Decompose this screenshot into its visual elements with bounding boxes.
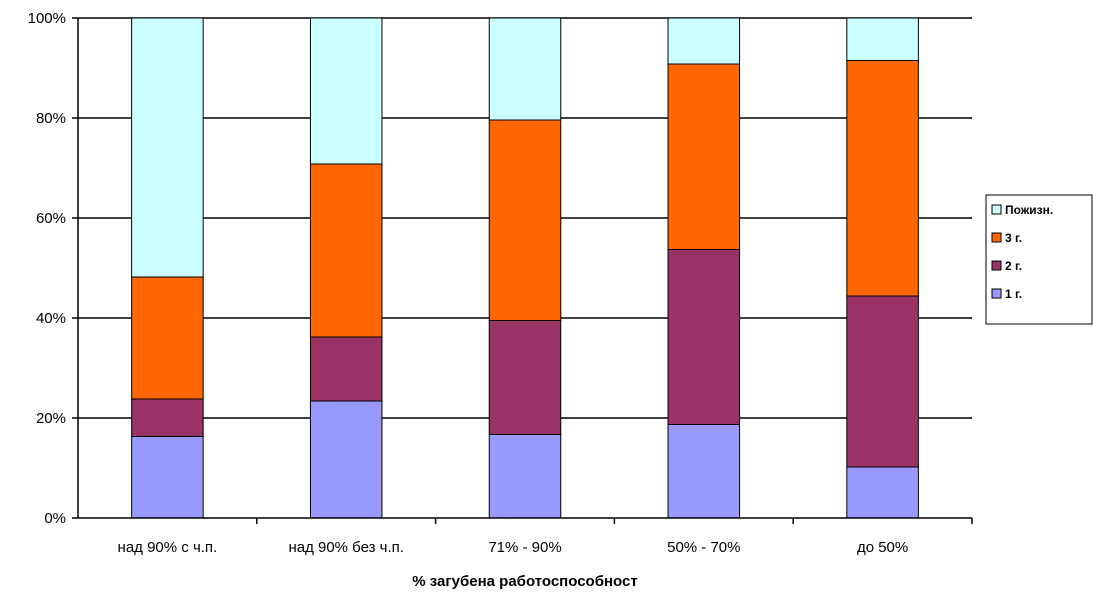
bar-segment: [667, 63, 741, 250]
y-tick-label: 60%: [36, 210, 66, 227]
bars: [131, 17, 919, 519]
x-axis-title: % загубена работоспособност: [412, 573, 637, 590]
bar-segment: [846, 17, 919, 61]
x-category-label: до 50%: [857, 539, 908, 556]
bar-segment: [131, 436, 204, 519]
legend-label: 1 г.: [1005, 287, 1022, 301]
bar-segment: [309, 17, 383, 165]
legend: Пожизн. 3 г. 2 г. 1 г.: [985, 194, 1093, 325]
bar-segment: [488, 320, 562, 435]
y-tick-label: 80%: [36, 110, 66, 127]
legend-swatch: [991, 204, 1002, 215]
legend-box: [985, 194, 1093, 325]
x-category-label: над 90% без ч.п.: [288, 539, 404, 556]
x-category-label: 50% - 70%: [667, 539, 740, 556]
legend-swatch: [991, 288, 1002, 299]
bar-segment: [667, 17, 741, 65]
bar-segment: [131, 276, 204, 400]
bar-segment: [846, 60, 919, 297]
bar-segment: [667, 424, 741, 519]
y-tick-labels: 0% 20% 40% 60% 80% 100%: [28, 10, 66, 527]
legend-label: 3 г.: [1005, 231, 1022, 245]
y-tick-label: 100%: [28, 10, 66, 27]
x-category-label: над 90% с ч.п.: [118, 539, 218, 556]
bar-segment: [488, 434, 562, 519]
axes: [77, 18, 972, 519]
bar-segment: [131, 17, 204, 278]
legend-label: Пожизн.: [1005, 203, 1053, 217]
bar-segment: [309, 163, 383, 338]
bar-segment: [131, 398, 204, 437]
y-tick-label: 0%: [44, 510, 66, 527]
x-category-label: 71% - 90%: [488, 539, 561, 556]
bar-segment: [309, 400, 383, 519]
bar-segment: [309, 336, 383, 402]
x-category-labels: над 90% с ч.п. над 90% без ч.п. 71% - 90% 5…: [118, 518, 973, 556]
bar-segment: [846, 295, 919, 468]
legend-swatch: [991, 232, 1002, 243]
bar-segment: [488, 17, 562, 121]
bar-segment: [667, 249, 741, 425]
bar-segment: [846, 466, 919, 519]
bar-segment: [488, 119, 562, 321]
y-tick-label: 20%: [36, 410, 66, 427]
legend-swatch: [991, 260, 1002, 271]
legend-label: 2 г.: [1005, 259, 1022, 273]
y-tick-label: 40%: [36, 310, 66, 327]
